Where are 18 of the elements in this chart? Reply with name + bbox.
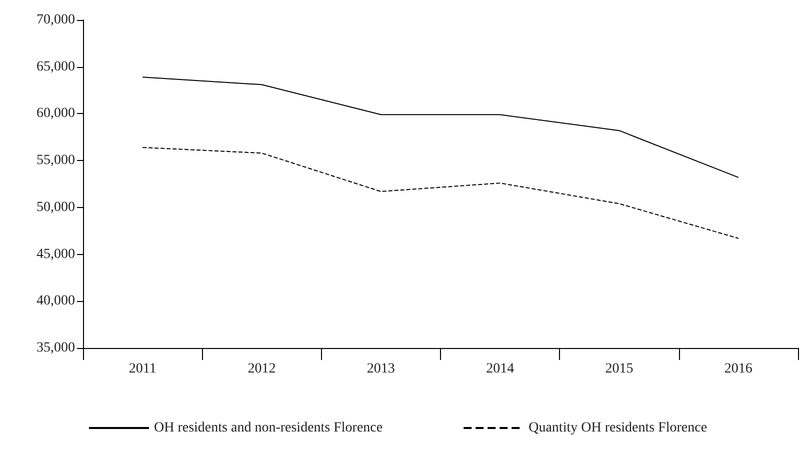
y-tick-label: 70,000 xyxy=(36,12,75,28)
x-tick-label: 2011 xyxy=(128,362,156,376)
y-tick-label: 60,000 xyxy=(36,106,75,122)
y-tick-label: 50,000 xyxy=(36,200,75,215)
line-series xyxy=(142,146,739,239)
y-tick-label: 65,000 xyxy=(36,59,75,74)
line-series xyxy=(142,76,739,178)
legend-label: OH residents and non-residents Florence xyxy=(154,420,383,436)
y-tick-label: 45,000 xyxy=(36,246,75,262)
y-tick-label: 55,000 xyxy=(36,153,75,168)
y-tick-label: 40,000 xyxy=(36,294,75,309)
x-tick-label: 2013 xyxy=(366,362,395,376)
x-tick-label: 2016 xyxy=(724,362,752,376)
legend-label: Quantity OH residents Florence xyxy=(528,420,708,436)
x-tick-label: 2012 xyxy=(248,362,276,376)
y-tick-label: 35,000 xyxy=(36,340,75,356)
x-tick-label: 2014 xyxy=(486,362,514,376)
x-tick-label: 2015 xyxy=(605,362,634,376)
